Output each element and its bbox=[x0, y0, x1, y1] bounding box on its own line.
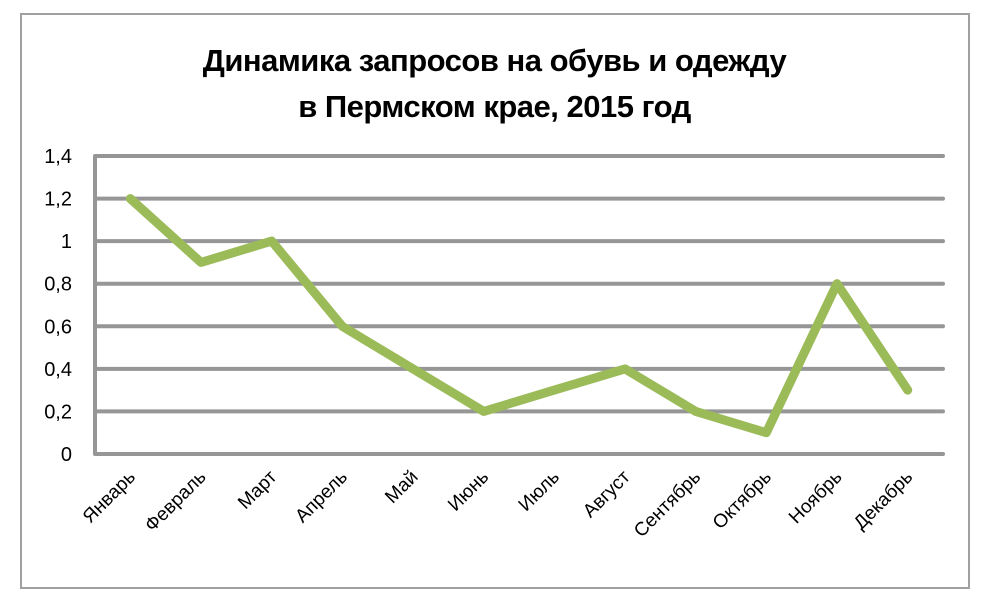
y-tick-label: 1,2 bbox=[44, 189, 72, 211]
x-tick-label: Апрель bbox=[291, 467, 351, 527]
x-tick-label: Октябрь bbox=[709, 467, 776, 534]
x-tick-label: Декабрь bbox=[850, 467, 917, 534]
gridlines bbox=[93, 154, 945, 456]
y-tick-label: 0 bbox=[61, 444, 72, 466]
x-tick-label: Август bbox=[579, 466, 634, 521]
x-tick-label: Ноябрь bbox=[785, 467, 847, 529]
x-tick-label: Июнь bbox=[444, 467, 493, 516]
x-tick-label: Март bbox=[234, 466, 281, 513]
y-axis: 0 0,2 0,4 0,6 0,8 1 1,2 1,4 bbox=[44, 146, 97, 466]
x-tick-label: Сентябрь bbox=[630, 467, 705, 542]
chart-frame bbox=[20, 13, 970, 589]
series-line bbox=[125, 194, 913, 438]
data-series bbox=[125, 194, 913, 438]
x-tick-label: Май bbox=[381, 467, 422, 508]
y-tick-label: 0,4 bbox=[44, 359, 72, 381]
y-tick-label: 0,8 bbox=[44, 274, 72, 296]
chart-title-line-2: в Пермском крае, 2015 год bbox=[298, 89, 691, 124]
y-tick-label: 1 bbox=[61, 231, 72, 253]
y-tick-label: 1,4 bbox=[44, 146, 72, 168]
x-tick-label: Январь bbox=[79, 467, 140, 528]
x-tick-label: Июль bbox=[515, 467, 564, 516]
x-tick-label: Февраль bbox=[141, 467, 211, 537]
chart-title-line-1: Динамика запросов на обувь и одежду bbox=[202, 43, 787, 78]
x-axis: Январь Февраль Март Апрель Май Июнь Июль Август… bbox=[79, 466, 917, 541]
y-tick-label: 0,2 bbox=[44, 401, 72, 423]
y-tick-label: 0,6 bbox=[44, 316, 72, 338]
